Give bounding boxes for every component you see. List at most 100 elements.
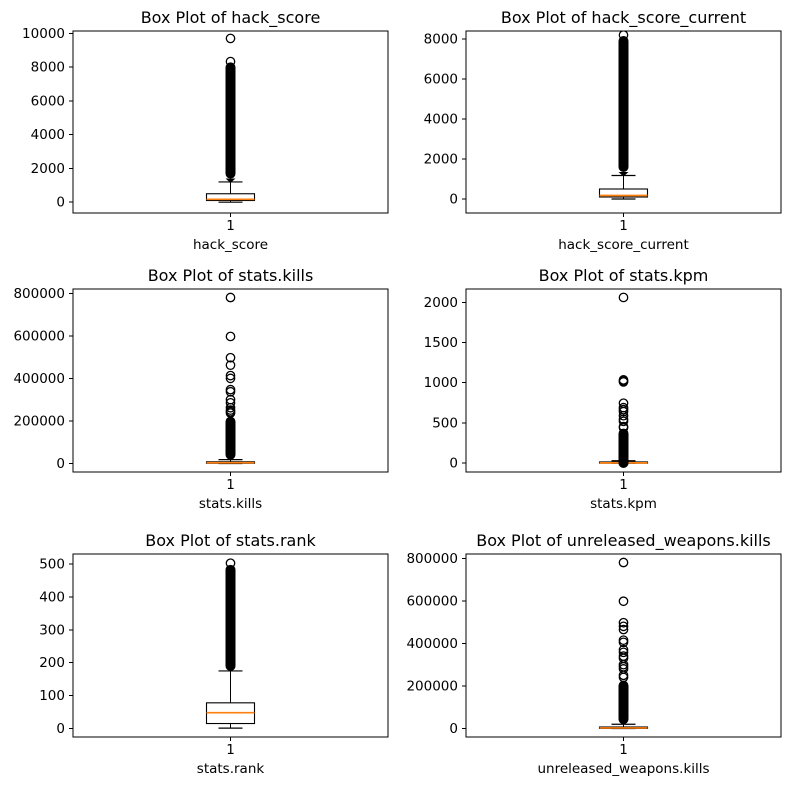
outlier-dense-column bbox=[225, 416, 236, 460]
outlier-circle bbox=[225, 384, 236, 395]
outlier-circle bbox=[225, 352, 236, 363]
outlier-circle bbox=[225, 397, 236, 408]
outlier-circle bbox=[618, 621, 629, 632]
y-tick-label: 0 bbox=[56, 195, 65, 211]
y-tick-label: 1500 bbox=[424, 335, 458, 351]
subplot-title: Box Plot of hack_score bbox=[141, 8, 321, 28]
outlier-circle bbox=[225, 331, 236, 342]
y-tick-label: 8000 bbox=[424, 32, 458, 48]
outlier-circle bbox=[618, 292, 629, 303]
y-tick-label: 6000 bbox=[31, 93, 65, 109]
y-tick-label: 10000 bbox=[22, 26, 65, 42]
outlier-circle bbox=[618, 375, 629, 385]
y-tick-label: 6000 bbox=[424, 72, 458, 88]
outlier-circle bbox=[618, 647, 629, 658]
outlier-circle bbox=[618, 557, 629, 568]
outlier-dense-column bbox=[618, 428, 629, 468]
subplot-unreleased_weapons.kills: 0 200000 400000 600000 800000 1 unreleased_wea… bbox=[406, 531, 782, 777]
y-tick-label: 200 bbox=[39, 655, 65, 671]
y-tick-label: 0 bbox=[56, 721, 65, 737]
outlier-circle bbox=[618, 31, 629, 40]
outlier-dense-column bbox=[618, 36, 629, 172]
subplot-stats.rank: 0 100 200 300 400 500 1 stats.rank Box Plot of s… bbox=[39, 531, 389, 777]
outlier-circle bbox=[618, 617, 629, 628]
x-axis-label: stats.kpm bbox=[590, 496, 657, 512]
outlier-circle bbox=[618, 596, 629, 607]
y-tick-label: 200000 bbox=[13, 413, 65, 429]
y-tick-label: 0 bbox=[56, 456, 65, 472]
subplot-stats.kills: 0 200000 400000 600000 800000 1 stats.kills Box… bbox=[13, 266, 389, 512]
plot-content bbox=[598, 31, 649, 200]
y-tick-label: 2000 bbox=[424, 295, 458, 311]
x-axis-label: hack_score bbox=[193, 237, 268, 253]
subplot-title: Box Plot of hack_score_current bbox=[501, 8, 746, 28]
x-axis-label: stats.rank bbox=[197, 761, 265, 777]
y-tick-label: 4000 bbox=[424, 112, 458, 128]
outlier-circle bbox=[618, 421, 629, 432]
y-tick-label: 500 bbox=[432, 415, 458, 431]
subplot-stats.kpm: 0 500 1000 1500 2000 1 stats.kpm Box Plot of st… bbox=[424, 266, 782, 512]
y-tick-label: 400000 bbox=[406, 636, 458, 652]
y-tick-label: 0 bbox=[449, 721, 458, 737]
plot-content bbox=[598, 292, 649, 468]
x-axis-label: stats.kills bbox=[199, 496, 262, 512]
outlier-dense-column bbox=[225, 62, 236, 179]
subplot-title: Box Plot of stats.rank bbox=[145, 531, 316, 550]
outlier-circle bbox=[618, 624, 629, 635]
outlier-circle bbox=[618, 414, 629, 425]
box bbox=[598, 188, 649, 198]
outlier-circle bbox=[618, 651, 629, 661]
x-tick-label: 1 bbox=[619, 742, 628, 758]
plot-content bbox=[205, 292, 256, 465]
x-tick-label: 1 bbox=[226, 477, 235, 493]
subplot-hack_score: 0 2000 4000 6000 8000 10000 1 hack_score Box Plo… bbox=[22, 8, 389, 253]
y-tick-label: 2000 bbox=[424, 152, 458, 168]
y-tick-label: 500 bbox=[39, 557, 65, 573]
outlier-circle bbox=[225, 56, 236, 67]
y-tick-label: 400000 bbox=[13, 371, 65, 387]
y-tick-label: 0 bbox=[449, 192, 458, 208]
outlier-circle bbox=[225, 33, 236, 44]
x-axis-label: unreleased_weapons.kills bbox=[537, 761, 709, 777]
outlier-dense-column bbox=[618, 680, 629, 725]
outlier-dense-column bbox=[225, 564, 236, 671]
y-tick-label: 2000 bbox=[31, 161, 65, 177]
y-tick-label: 100 bbox=[39, 688, 65, 704]
outlier-circle bbox=[225, 558, 236, 569]
x-tick-label: 1 bbox=[619, 218, 628, 234]
y-tick-label: 8000 bbox=[31, 60, 65, 76]
subplot-title: Box Plot of unreleased_weapons.kills bbox=[476, 531, 771, 551]
subplot-title: Box Plot of stats.kpm bbox=[539, 266, 709, 285]
box bbox=[205, 193, 256, 202]
y-tick-label: 800000 bbox=[13, 286, 65, 302]
outlier-circle bbox=[225, 292, 236, 303]
plot-content bbox=[205, 33, 256, 203]
y-tick-label: 800000 bbox=[406, 551, 458, 567]
y-tick-label: 300 bbox=[39, 622, 65, 638]
y-tick-label: 1000 bbox=[424, 375, 458, 391]
plot-content bbox=[205, 558, 256, 729]
outlier-circle bbox=[618, 402, 629, 413]
x-axis-label: hack_score_current bbox=[558, 237, 689, 253]
outlier-circle bbox=[618, 644, 629, 655]
y-tick-label: 600000 bbox=[13, 328, 65, 344]
subplot-title: Box Plot of stats.kills bbox=[148, 266, 314, 285]
y-tick-label: 400 bbox=[39, 590, 65, 606]
outlier-circle bbox=[225, 370, 236, 381]
y-tick-label: 600000 bbox=[406, 593, 458, 609]
y-tick-label: 0 bbox=[449, 456, 458, 472]
outlier-circle bbox=[618, 635, 629, 646]
y-tick-label: 200000 bbox=[406, 678, 458, 694]
plot-content bbox=[598, 557, 649, 730]
x-tick-label: 1 bbox=[619, 477, 628, 493]
outlier-taper bbox=[225, 178, 236, 183]
outlier-circle bbox=[225, 360, 236, 371]
subplot-hack_score_current: 0 2000 4000 6000 8000 1 hack_score_current Box … bbox=[424, 8, 782, 253]
x-tick-label: 1 bbox=[226, 742, 235, 758]
outlier-taper bbox=[618, 172, 629, 177]
outlier-circle bbox=[225, 373, 236, 384]
y-tick-label: 4000 bbox=[31, 127, 65, 143]
outlier-circle bbox=[618, 398, 629, 409]
